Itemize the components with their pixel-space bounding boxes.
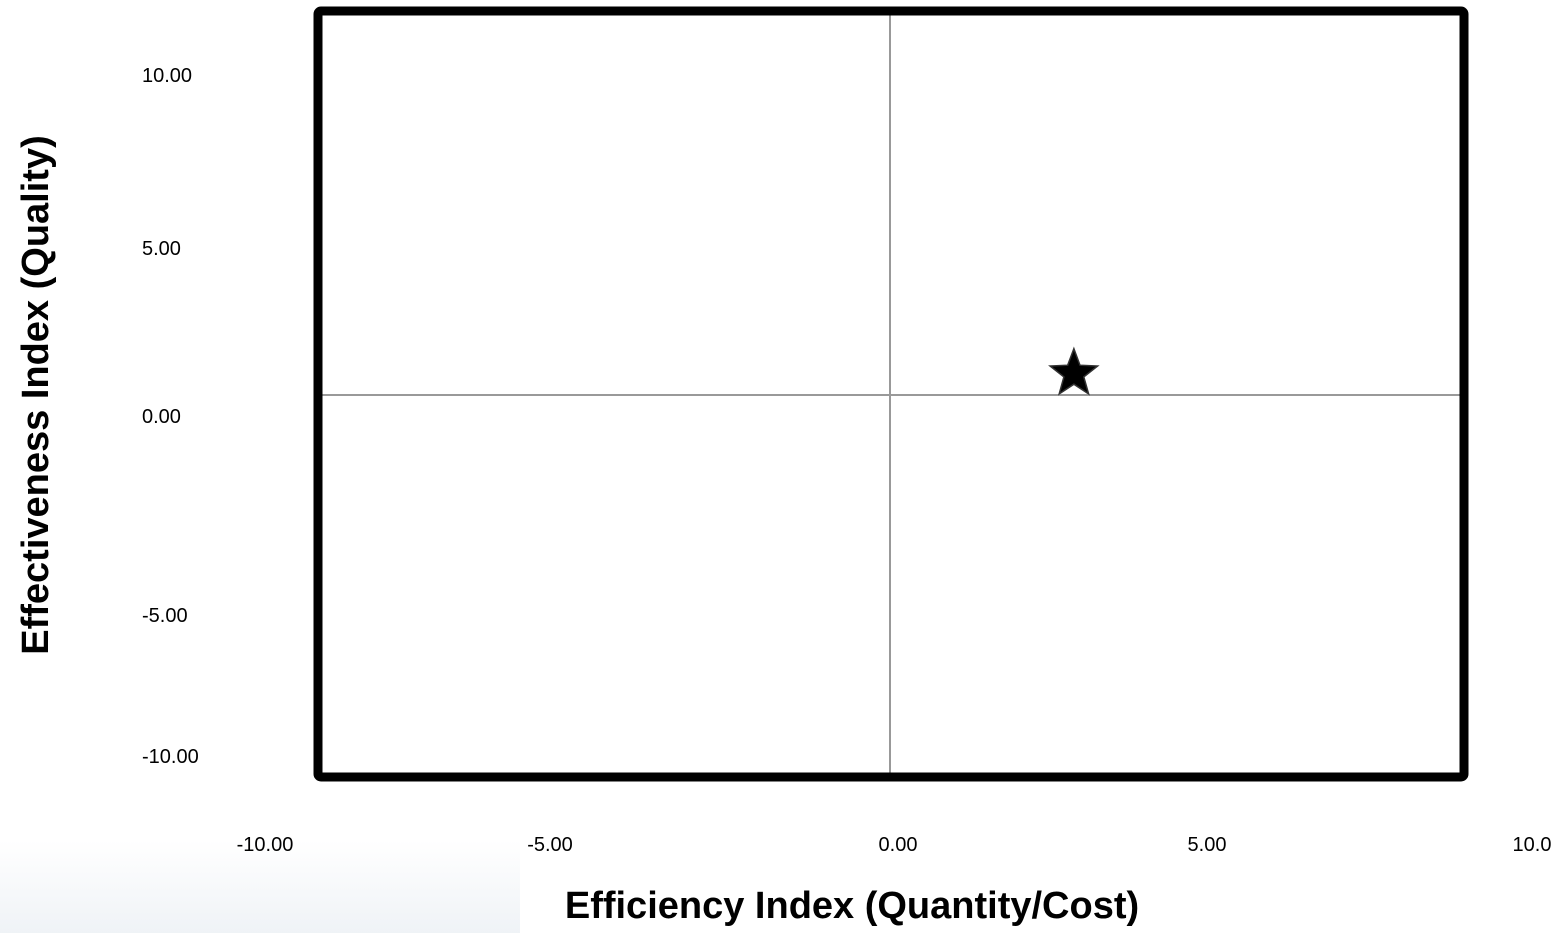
y-tick-label: 5.00: [142, 238, 181, 260]
x-axis-title: Efficiency Index (Quantity/Cost): [565, 885, 1139, 927]
x-tick-label: -5.00: [527, 834, 573, 856]
x-tick-label: 10.0: [1513, 834, 1552, 856]
x-tick-labels: -10.00 -5.00 0.00 5.00 10.0: [237, 834, 1552, 856]
star-data-point: [1048, 346, 1100, 396]
data-points: [1048, 346, 1100, 396]
y-tick-label: -10.00: [142, 746, 199, 768]
background-fade: [0, 840, 520, 933]
y-tick-label: 0.00: [142, 406, 181, 428]
y-tick-labels: 10.00 5.00 0.00 -5.00 -10.00: [142, 65, 199, 768]
y-tick-label: -5.00: [142, 605, 188, 627]
y-axis-title: Effectiveness Index (Quality): [15, 135, 57, 655]
x-tick-label: 5.00: [1188, 834, 1227, 856]
plot-frame: [313, 6, 1469, 782]
y-tick-label: 10.00: [142, 65, 192, 87]
x-tick-label: -10.00: [237, 834, 294, 856]
x-tick-label: 0.00: [879, 834, 918, 856]
